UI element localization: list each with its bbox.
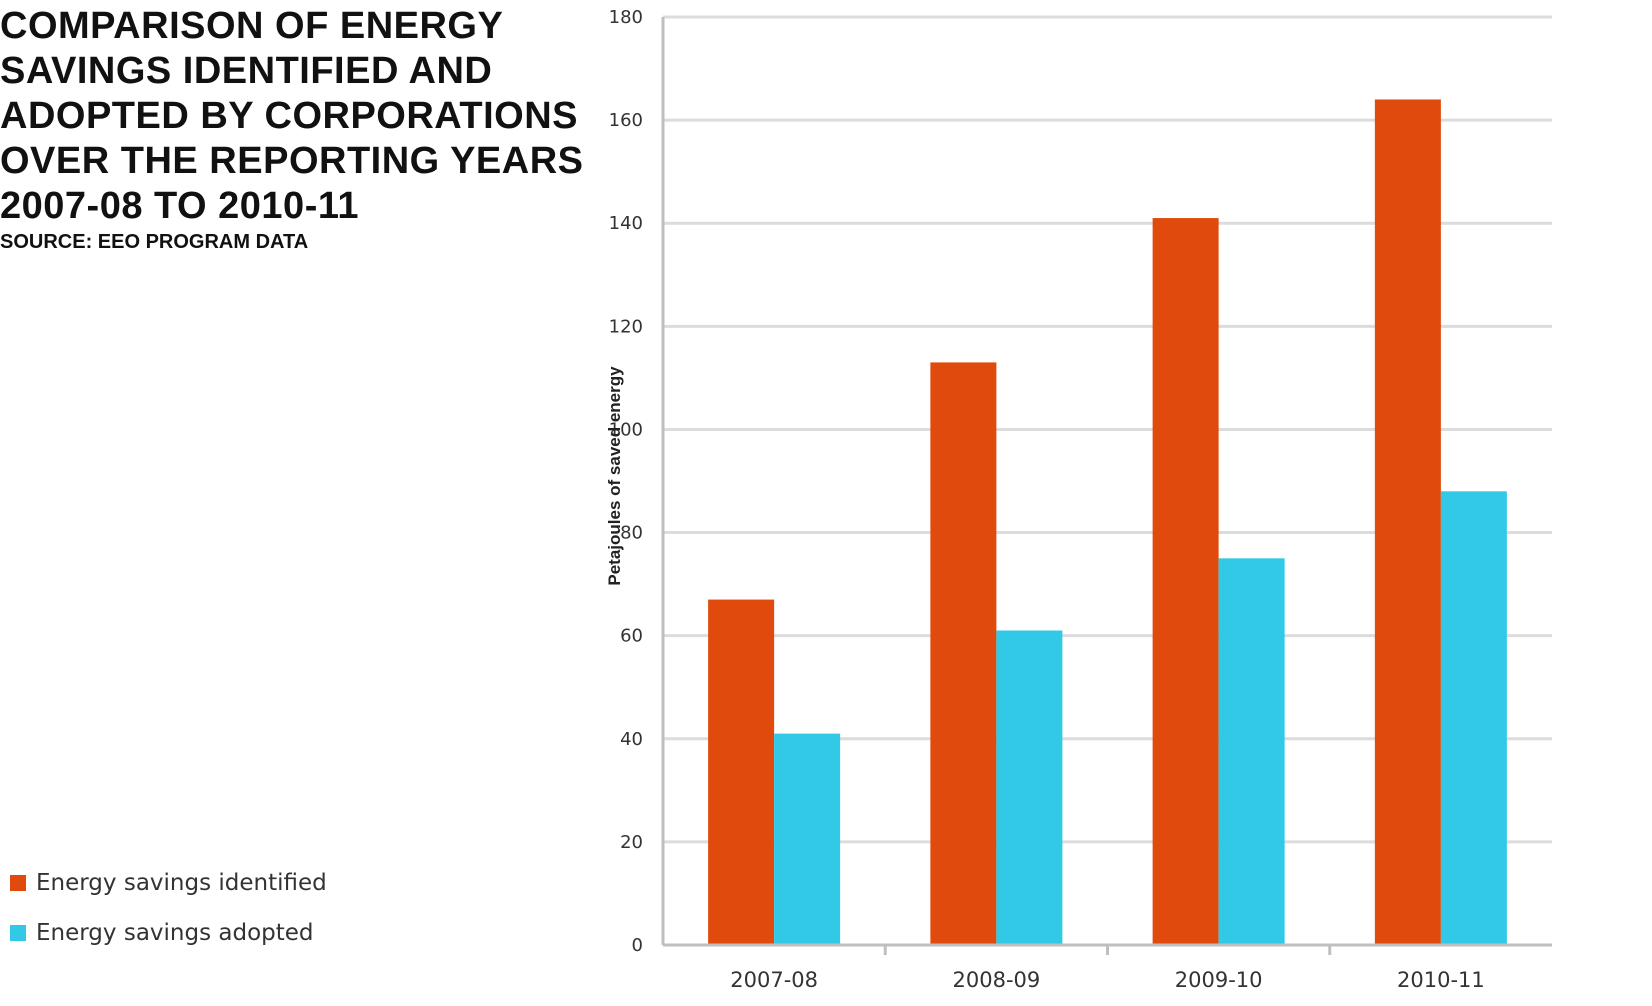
y-tick-label: 100 <box>609 419 643 440</box>
legend-label-adopted: Energy savings adopted <box>36 920 314 946</box>
y-tick-label: 80 <box>620 523 643 544</box>
x-tick-label: 2009-10 <box>1175 968 1263 992</box>
chart-subtitle: SOURCE: EEO PROGRAM DATA <box>0 231 309 253</box>
bar-identified <box>708 599 775 945</box>
chart-title: COMPARISON OF ENERGY SAVINGS IDENTIFIED … <box>0 5 584 227</box>
bar-adopted <box>1440 491 1507 945</box>
y-tick-label: 180 <box>609 7 643 28</box>
bar-identified <box>1374 99 1441 945</box>
x-tick-label: 2008-09 <box>953 968 1041 992</box>
y-tick-label: 160 <box>609 110 643 131</box>
title-block: COMPARISON OF ENERGY SAVINGS IDENTIFIED … <box>0 4 640 254</box>
legend-item-adopted: Energy savings adopted <box>10 908 327 958</box>
legend: Energy savings identified Energy savings… <box>10 858 327 958</box>
y-tick-label: 120 <box>609 316 643 337</box>
legend-swatch-adopted <box>10 925 26 941</box>
axes: 0 20 40 60 80 100 120 140 160 180 2007-08 2008-09 20… <box>609 7 1552 992</box>
y-tick-label: 60 <box>620 626 643 647</box>
y-tick-label: 20 <box>620 832 643 853</box>
bar-adopted <box>996 630 1063 945</box>
y-axis-title: Petajoules of saved energy <box>605 366 624 586</box>
x-tick-label: 2007-08 <box>730 968 818 992</box>
legend-item-identified: Energy savings identified <box>10 858 327 908</box>
y-tick-label: 140 <box>609 213 643 234</box>
bar-identified <box>930 362 997 945</box>
y-tick-label: 0 <box>632 935 643 956</box>
x-tick-label: 2010-11 <box>1397 968 1485 992</box>
legend-label-identified: Energy savings identified <box>36 870 327 896</box>
bar-adopted <box>774 733 841 945</box>
bar-identified <box>1152 218 1219 946</box>
y-tick-label: 40 <box>620 729 643 750</box>
legend-swatch-identified <box>10 875 26 891</box>
bar-adopted <box>1218 558 1285 945</box>
bars <box>708 99 1507 946</box>
